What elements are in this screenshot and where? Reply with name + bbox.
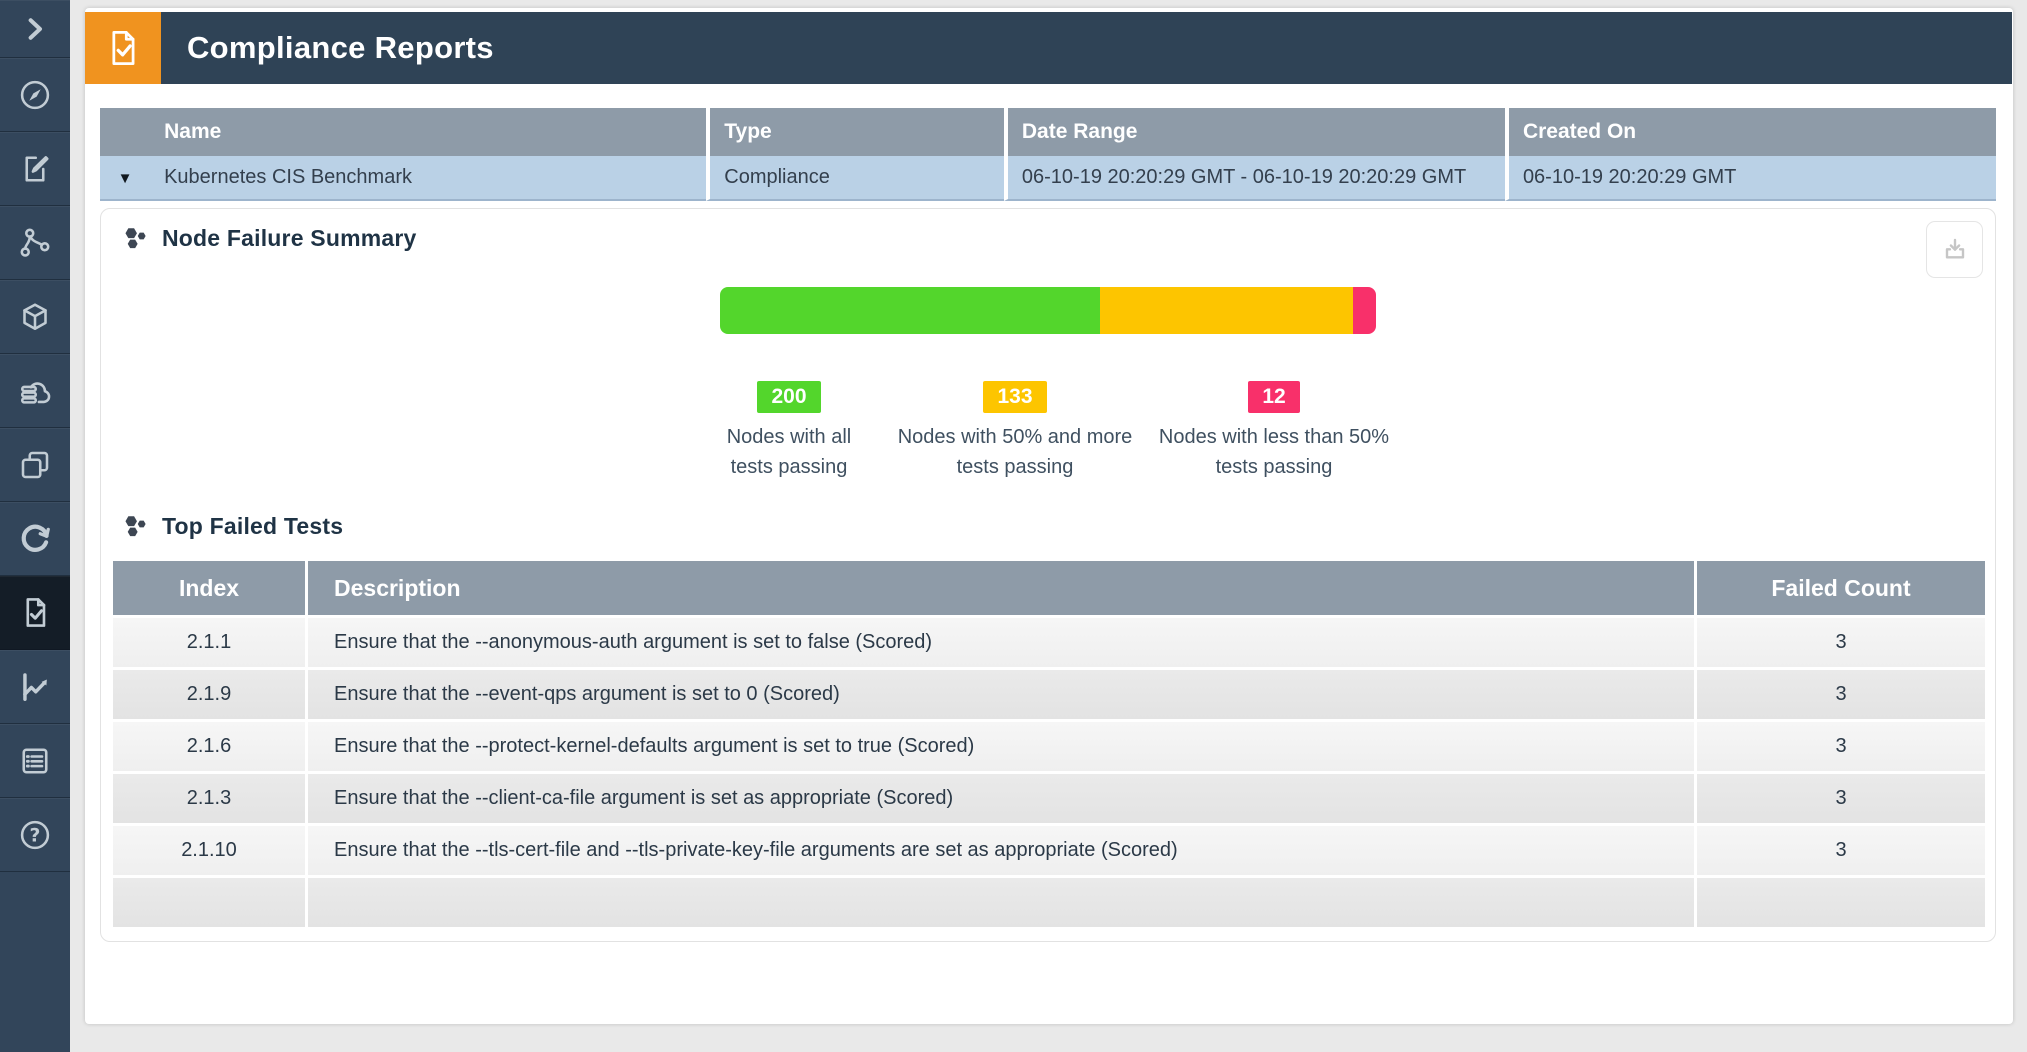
table-row: 2.1.10 Ensure that the --tls-cert-file a…: [113, 823, 1985, 875]
svg-text:?: ?: [30, 825, 41, 846]
cluster-icon: [125, 516, 146, 537]
legend-value-failing: 12: [1248, 381, 1300, 413]
cloud-stack-icon: [20, 381, 51, 404]
sidebar-item-policies[interactable]: [0, 132, 70, 206]
table-row: 2.1.6 Ensure that the --protect-kernel-d…: [113, 719, 1985, 771]
report-created-on-cell: 06-10-19 20:20:29 GMT: [1504, 156, 1996, 201]
test-failed-count-cell: 3: [1697, 667, 1985, 719]
column-header-name: Name: [150, 108, 707, 156]
column-header-created-on: Created On: [1504, 108, 1996, 156]
table-row: 2.1.9 Ensure that the --event-qps argume…: [113, 667, 1985, 719]
expand-row-icon[interactable]: ▼: [117, 170, 133, 187]
legend-label-partial: Nodes with 50% and more tests passing: [897, 426, 1133, 478]
chart-icon: [23, 672, 47, 701]
bar-segment-failing: [1353, 287, 1376, 334]
test-index-cell: 2.1.9: [113, 667, 305, 719]
test-description-cell: Ensure that the --tls-cert-file and --tl…: [305, 823, 1697, 875]
document-check-icon: [112, 31, 135, 65]
legend-value-partial: 133: [983, 381, 1047, 413]
report-row[interactable]: ▼ Kubernetes CIS Benchmark Compliance 06…: [100, 156, 1996, 201]
report-type-cell: Compliance: [706, 156, 1004, 201]
sidebar-item-compliance[interactable]: [0, 576, 70, 650]
download-report-button[interactable]: [1926, 221, 1983, 278]
top-failed-tests-header: Top Failed Tests: [123, 513, 343, 540]
report-detail-panel: Node Failure Summary 200 Nodes with all …: [100, 208, 1996, 942]
sidebar-item-help[interactable]: ?: [0, 798, 70, 872]
network-icon: [20, 228, 50, 257]
empty-cell: [1697, 875, 1985, 927]
test-index-cell: 2.1.10: [113, 823, 305, 875]
test-failed-count-cell: 3: [1697, 771, 1985, 823]
sidebar-item-images[interactable]: [0, 428, 70, 502]
expander-column-header: [100, 108, 151, 156]
sidebar-item-metrics[interactable]: [0, 650, 70, 724]
node-failure-legend: 200 Nodes with all tests passing 133 Nod…: [101, 381, 1995, 482]
cube-icon: [23, 302, 47, 330]
cluster-icon: [125, 228, 146, 249]
legend-item-failing: 12 Nodes with less than 50% tests passin…: [1155, 381, 1393, 482]
page-header: Compliance Reports: [85, 12, 2012, 84]
page-title: Compliance Reports: [187, 30, 494, 65]
column-header-type: Type: [706, 108, 1004, 156]
legend-label-passing: Nodes with all tests passing: [726, 426, 852, 478]
test-index-cell: 2.1.1: [113, 615, 305, 667]
column-header-failed-count: Failed Count: [1697, 561, 1985, 615]
test-description-cell: Ensure that the --event-qps argument is …: [305, 667, 1697, 719]
document-edit-icon: [25, 155, 49, 182]
test-failed-count-cell: 3: [1697, 823, 1985, 875]
test-index-cell: 2.1.6: [113, 719, 305, 771]
document-list-icon: [22, 747, 48, 774]
sidebar-item-cloud[interactable]: [0, 354, 70, 428]
test-failed-count-cell: 3: [1697, 719, 1985, 771]
legend-item-partial: 133 Nodes with 50% and more tests passin…: [889, 381, 1141, 482]
column-header-index: Index: [113, 561, 305, 615]
download-icon: [1945, 238, 1964, 259]
node-failure-summary-header: Node Failure Summary: [123, 225, 417, 252]
reports-table-header-row: Name Type Date Range Created On: [100, 108, 1996, 156]
table-row: 2.1.3 Ensure that the --client-ca-file a…: [113, 771, 1985, 823]
refresh-icon: [21, 524, 50, 552]
sidebar-item-reports[interactable]: [0, 724, 70, 798]
empty-cell: [305, 875, 1697, 927]
row-expander-cell[interactable]: ▼: [100, 156, 151, 201]
help-icon: ?: [20, 820, 50, 849]
legend-value-passing: 200: [757, 381, 821, 413]
header-badge: [85, 12, 161, 84]
failed-tests-header-row: Index Description Failed Count: [113, 561, 1985, 615]
compass-icon: [20, 80, 50, 109]
report-date-range-cell: 06-10-19 20:20:29 GMT - 06-10-19 20:20:2…: [1003, 156, 1505, 201]
document-check-icon: [25, 598, 45, 627]
column-header-date-range: Date Range: [1003, 108, 1505, 156]
header-titlebar: Compliance Reports: [161, 12, 2012, 84]
failed-tests-table: Index Description Failed Count 2.1.1 Ens…: [113, 561, 1985, 927]
section-title: Top Failed Tests: [162, 513, 344, 539]
test-index-cell: 2.1.3: [113, 771, 305, 823]
table-row: 2.1.1 Ensure that the --anonymous-auth a…: [113, 615, 1985, 667]
test-failed-count-cell: 3: [1697, 615, 1985, 667]
sidebar-item-runtime[interactable]: [0, 502, 70, 576]
layers-icon: [21, 451, 49, 478]
table-row-empty: [113, 875, 1985, 927]
empty-cell: [113, 875, 305, 927]
chevron-right-icon: [28, 17, 42, 40]
main-content: Compliance Reports Name Type Date Range …: [85, 8, 2013, 1024]
sidebar-item-expand[interactable]: [0, 0, 70, 58]
reports-table: Name Type Date Range Created On ▼ Kubern…: [100, 108, 1996, 201]
section-title: Node Failure Summary: [162, 225, 417, 251]
sidebar: ?: [0, 0, 70, 1052]
column-header-description: Description: [305, 561, 1697, 615]
node-failure-stacked-bar: [720, 287, 1376, 334]
test-description-cell: Ensure that the --protect-kernel-default…: [305, 719, 1697, 771]
sidebar-item-topology[interactable]: [0, 206, 70, 280]
legend-item-passing: 200 Nodes with all tests passing: [703, 381, 875, 482]
bar-segment-passing: [720, 287, 1101, 334]
sidebar-item-explore[interactable]: [0, 58, 70, 132]
sidebar-item-containers[interactable]: [0, 280, 70, 354]
test-description-cell: Ensure that the --client-ca-file argumen…: [305, 771, 1697, 823]
bar-segment-partial: [1100, 287, 1354, 334]
test-description-cell: Ensure that the --anonymous-auth argumen…: [305, 615, 1697, 667]
legend-label-failing: Nodes with less than 50% tests passing: [1158, 426, 1390, 478]
report-name-cell: Kubernetes CIS Benchmark: [150, 156, 707, 201]
